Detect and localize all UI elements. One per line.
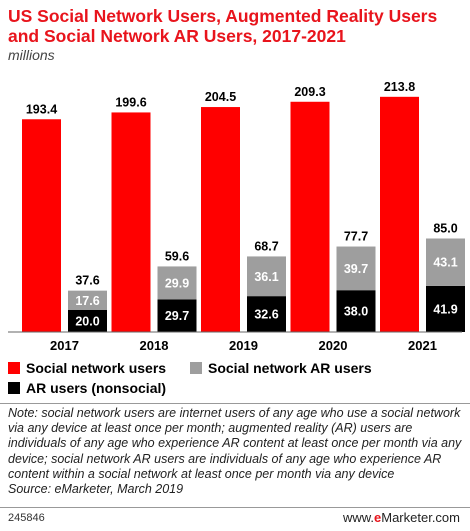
x-tick-2017: 2017	[50, 338, 79, 353]
x-tick-2021: 2021	[408, 338, 437, 353]
bar-ar-2018	[157, 299, 197, 332]
bar-social-2018	[111, 112, 151, 332]
chart-id: 245846	[8, 512, 45, 524]
bar-ar-2019	[247, 296, 286, 332]
legend-item-social-network-users: Social network users	[8, 360, 166, 376]
note-text: Note: social network users are internet …	[8, 406, 462, 481]
label-ar-2018: 29.7	[165, 309, 189, 323]
bar-ar-2021	[426, 285, 465, 332]
label-social-ar-2017: 17.6	[75, 294, 99, 308]
bar-ar-2017	[68, 310, 107, 332]
bar-social-ar-2021	[426, 238, 465, 286]
label-social-2019: 204.5	[205, 90, 236, 104]
label-social-2018: 199.6	[115, 95, 146, 109]
label-social-ar-2019: 36.1	[254, 270, 278, 284]
chart-subtitle: millions	[8, 47, 55, 63]
label-social-ar-2020: 39.7	[344, 262, 368, 276]
label-social-2017: 193.4	[26, 102, 57, 116]
footnote: Note: social network users are internet …	[8, 406, 464, 497]
note-divider	[0, 403, 470, 404]
label-social-ar-2018: 29.9	[165, 276, 189, 290]
label-social-2021: 213.8	[384, 80, 415, 94]
x-tick-2019: 2019	[229, 338, 258, 353]
source-text: Source: eMarketer, March 2019	[8, 482, 184, 497]
bar-social-ar-2018	[157, 266, 197, 300]
label-total-2020: 77.7	[344, 230, 368, 244]
legend-item-social-network-ar-users: Social network AR users	[190, 360, 372, 376]
label-total-2021: 85.0	[433, 222, 457, 236]
x-tick-2020: 2020	[319, 338, 348, 353]
legend-item-ar-users: AR users (nonsocial)	[8, 380, 166, 396]
footer-divider	[0, 507, 470, 508]
bar-social-ar-2019	[247, 256, 286, 297]
legend-swatch-social	[8, 362, 20, 374]
x-tick-2018: 2018	[140, 338, 169, 353]
bar-chart: 193.4 20.0 17.6 37.6 2017 199.6 29.7 29.9 59.6 20…	[8, 80, 465, 353]
bar-ar-2020	[336, 290, 376, 332]
legend-label-social-ar: Social network AR users	[208, 360, 372, 376]
label-total-2018: 59.6	[165, 249, 189, 263]
bar-social-2020	[290, 101, 330, 333]
label-social-2020: 209.3	[294, 85, 325, 99]
legend-label-social: Social network users	[26, 360, 167, 376]
label-ar-2019: 32.6	[254, 308, 278, 322]
legend-label-ar: AR users (nonsocial)	[26, 380, 167, 396]
bar-social-2021	[380, 96, 419, 332]
legend-swatch-ar	[8, 382, 20, 394]
label-ar-2017: 20.0	[75, 315, 99, 329]
label-ar-2021: 41.9	[433, 302, 457, 316]
legend-swatch-social-ar	[190, 362, 202, 374]
label-total-2019: 68.7	[254, 239, 278, 253]
label-social-ar-2021: 43.1	[433, 256, 457, 270]
bar-social-2019	[201, 107, 240, 332]
label-ar-2020: 38.0	[344, 305, 368, 319]
emarketer-logo: www.eMarketer.com	[342, 510, 460, 525]
label-total-2017: 37.6	[75, 274, 99, 288]
bar-social-ar-2020	[336, 246, 376, 291]
bar-social-ar-2017	[68, 290, 107, 310]
chart-title: US Social Network Users, Augmented Reali…	[8, 6, 438, 46]
bar-social-2017	[22, 119, 61, 332]
